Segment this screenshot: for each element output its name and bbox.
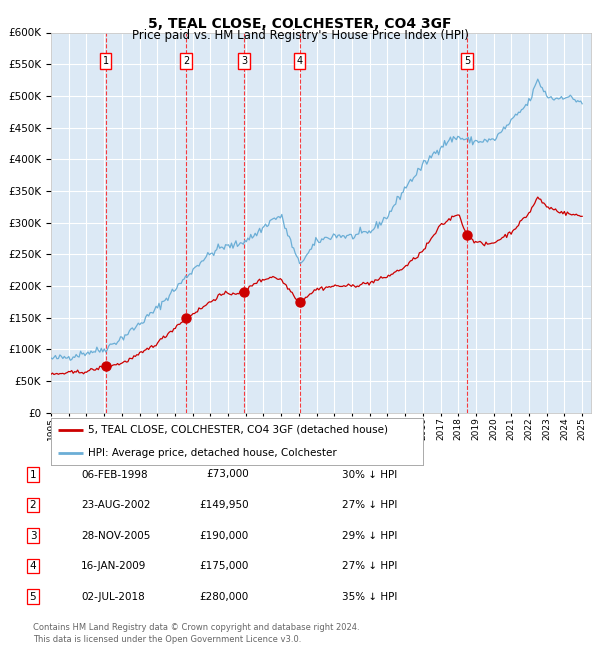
Text: 1: 1 [103,56,109,66]
Text: 35% ↓ HPI: 35% ↓ HPI [342,592,397,602]
Text: 5: 5 [29,592,37,602]
Text: 27% ↓ HPI: 27% ↓ HPI [342,500,397,510]
Text: £280,000: £280,000 [200,592,249,602]
Text: This data is licensed under the Open Government Licence v3.0.: This data is licensed under the Open Gov… [33,634,301,644]
Text: 02-JUL-2018: 02-JUL-2018 [81,592,145,602]
Text: 27% ↓ HPI: 27% ↓ HPI [342,561,397,571]
Text: £149,950: £149,950 [199,500,249,510]
Text: 3: 3 [29,530,37,541]
Text: £175,000: £175,000 [200,561,249,571]
Text: 4: 4 [296,56,302,66]
Text: 06-FEB-1998: 06-FEB-1998 [81,469,148,480]
Text: 2: 2 [29,500,37,510]
Text: Contains HM Land Registry data © Crown copyright and database right 2024.: Contains HM Land Registry data © Crown c… [33,623,359,632]
Text: 23-AUG-2002: 23-AUG-2002 [81,500,151,510]
Text: 5, TEAL CLOSE, COLCHESTER, CO4 3GF (detached house): 5, TEAL CLOSE, COLCHESTER, CO4 3GF (deta… [88,424,388,435]
Text: £73,000: £73,000 [206,469,249,480]
Text: 29% ↓ HPI: 29% ↓ HPI [342,530,397,541]
Text: 1: 1 [29,469,37,480]
Text: £190,000: £190,000 [200,530,249,541]
Text: HPI: Average price, detached house, Colchester: HPI: Average price, detached house, Colc… [88,448,337,458]
Text: 3: 3 [241,56,247,66]
Text: Price paid vs. HM Land Registry's House Price Index (HPI): Price paid vs. HM Land Registry's House … [131,29,469,42]
Text: 2: 2 [183,56,190,66]
Text: 5, TEAL CLOSE, COLCHESTER, CO4 3GF: 5, TEAL CLOSE, COLCHESTER, CO4 3GF [148,17,452,31]
Text: 16-JAN-2009: 16-JAN-2009 [81,561,146,571]
Text: 30% ↓ HPI: 30% ↓ HPI [342,469,397,480]
Text: 28-NOV-2005: 28-NOV-2005 [81,530,151,541]
Text: 4: 4 [29,561,37,571]
Text: 5: 5 [464,56,470,66]
